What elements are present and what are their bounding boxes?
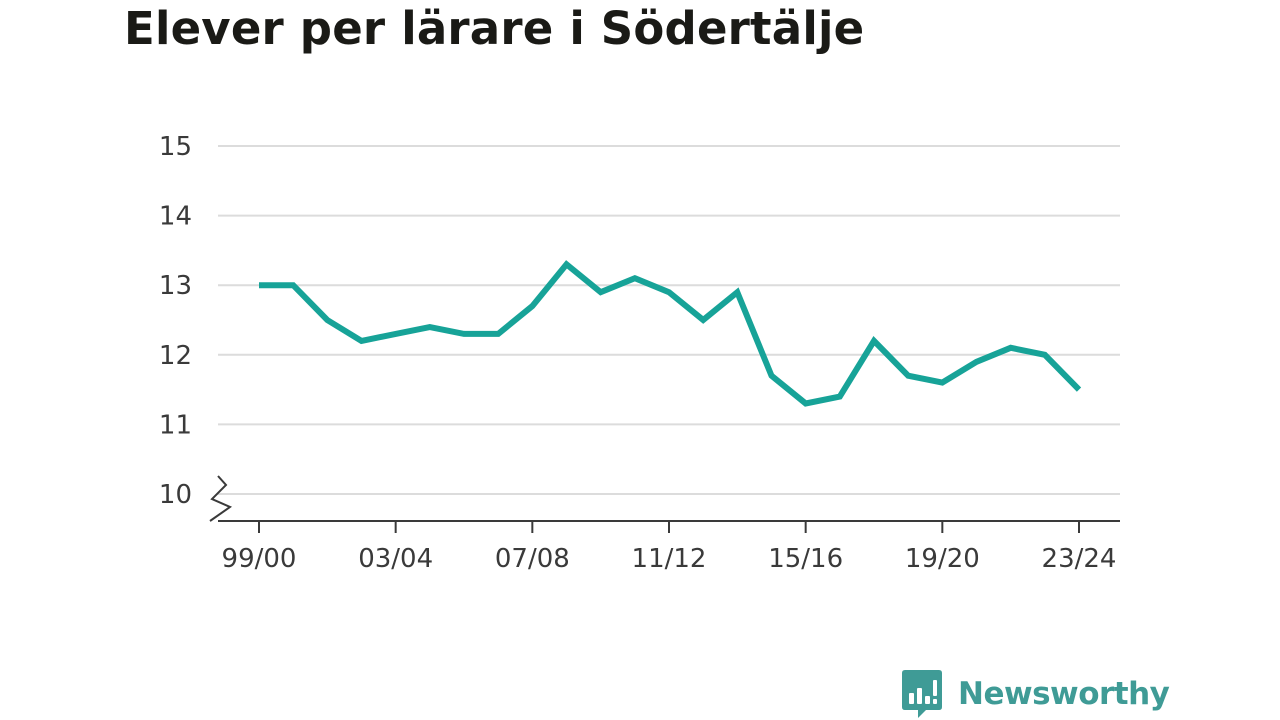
newsworthy-logo: Newsworthy <box>902 670 1170 718</box>
y-axis-break-icon <box>209 475 233 522</box>
y-tick-label-15: 15 <box>159 132 192 162</box>
x-tick-label-11-12: 11/12 <box>632 544 707 574</box>
chart-title: Elever per lärare i Södertälje <box>124 2 865 55</box>
brand-name: Newsworthy <box>958 675 1170 712</box>
tick-labels: 10 11 12 13 14 15 99/00 03/04 07/08 11/12 15/16 19/… <box>159 132 1117 574</box>
y-tick-label-11: 11 <box>159 410 192 440</box>
x-tick-label-19-20: 19/20 <box>905 544 980 574</box>
y-tick-label-14: 14 <box>159 202 192 232</box>
x-tick-label-15-16: 15/16 <box>768 544 843 574</box>
x-axis <box>209 475 1120 533</box>
x-tick-label-03-04: 03/04 <box>358 544 433 574</box>
series-layer <box>259 260 1082 407</box>
x-tick-label-07-08: 07/08 <box>495 544 570 574</box>
x-tick-label-99-00: 99/00 <box>222 544 297 574</box>
x-tick-label-23-24: 23/24 <box>1042 544 1117 574</box>
y-tick-label-13: 13 <box>159 271 192 301</box>
series-line-0 <box>259 260 1082 407</box>
y-tick-label-10: 10 <box>159 480 192 510</box>
gridlines <box>218 145 1120 495</box>
bar-chart-speech-bubble-icon <box>902 670 942 718</box>
y-tick-label-12: 12 <box>159 341 192 371</box>
